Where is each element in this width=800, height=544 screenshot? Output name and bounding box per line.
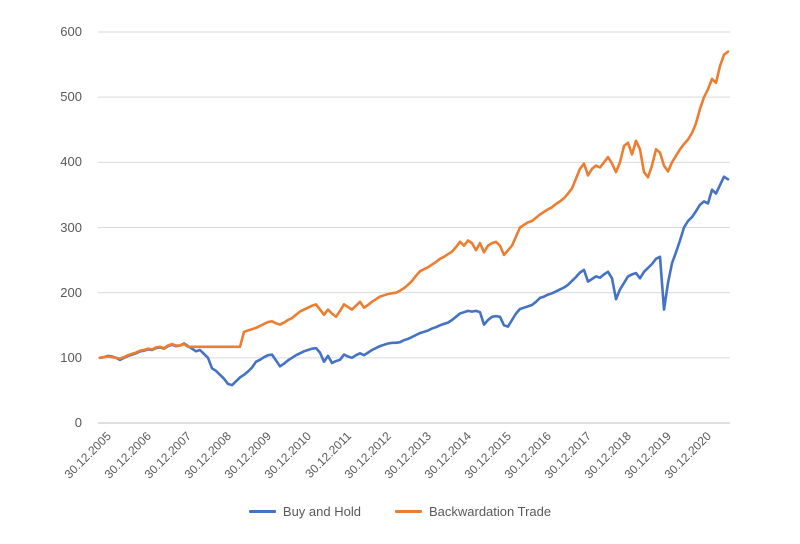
y-axis-tick-label: 200 bbox=[60, 284, 82, 300]
series-line-buy-and-hold bbox=[98, 175, 730, 387]
y-axis-tick-label: 600 bbox=[60, 24, 82, 39]
backwardation-trade-line-swatch bbox=[394, 509, 422, 513]
legend-item-backwardation-trade: Backwardation Trade bbox=[394, 503, 552, 519]
plot-area bbox=[98, 31, 730, 424]
y-axis-tick-label: 300 bbox=[60, 219, 82, 235]
legend: Buy and Hold Backwardation Trade bbox=[0, 501, 800, 521]
legend-item-buy-and-hold: Buy and Hold bbox=[248, 503, 361, 519]
legend-label: Buy and Hold bbox=[282, 503, 361, 519]
y-axis-tick-label: 500 bbox=[60, 89, 82, 105]
y-axis-tick-label: 0 bbox=[74, 415, 82, 430]
y-axis-tick-label: 400 bbox=[60, 154, 82, 170]
legend-label: Backwardation Trade bbox=[428, 503, 552, 519]
series-line-backwardation-trade bbox=[98, 50, 730, 360]
buy-and-hold-line-swatch bbox=[248, 509, 276, 513]
y-axis-tick-label: 100 bbox=[60, 349, 82, 365]
